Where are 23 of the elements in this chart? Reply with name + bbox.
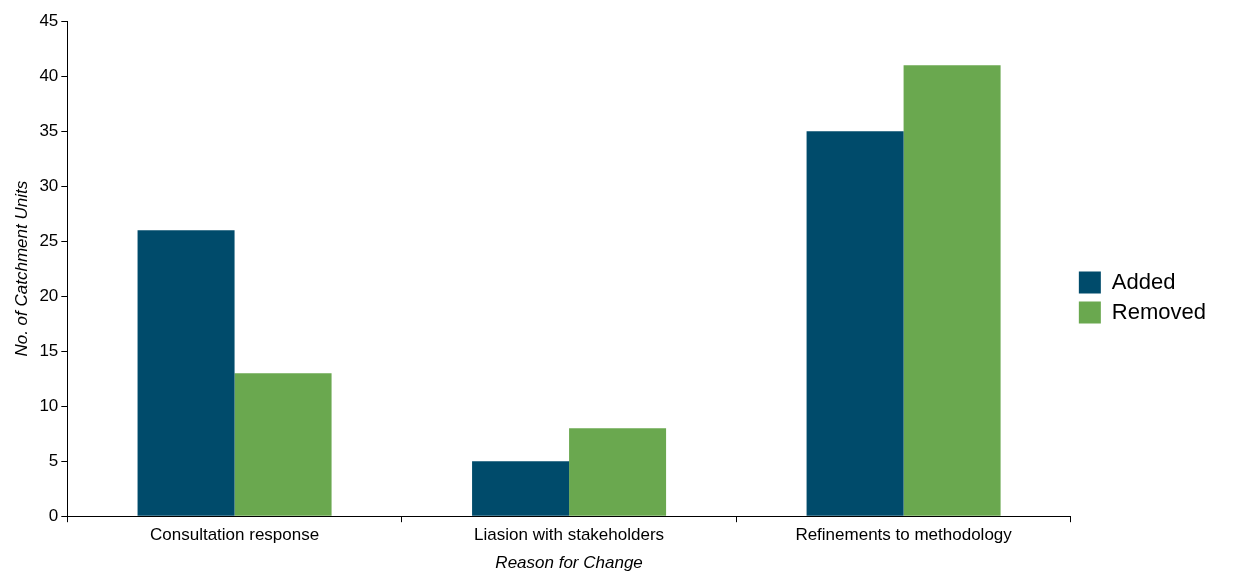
x-tick-label: Consultation response	[149, 525, 320, 545]
y-tick-label: 5	[48, 450, 59, 470]
bar	[137, 230, 235, 516]
bar	[234, 373, 332, 516]
y-tick-label: 25	[39, 230, 59, 250]
y-axis-title: No. of Catchment Units	[11, 180, 31, 357]
y-tick-label: 15	[39, 340, 59, 360]
bar	[806, 131, 904, 516]
bar	[903, 65, 1001, 516]
bar	[569, 428, 667, 516]
y-tick-label: 45	[39, 10, 59, 30]
bar	[472, 461, 570, 516]
x-tick-label: Liasion with stakeholders	[474, 525, 665, 545]
y-tick-label: 10	[39, 395, 59, 415]
y-tick-label: 35	[39, 120, 59, 140]
x-axis-title: Reason for Change	[495, 552, 643, 572]
y-tick-label: 0	[48, 505, 59, 525]
legend-label: Added	[1111, 268, 1176, 294]
y-tick-label: 30	[39, 175, 59, 195]
y-tick-label: 40	[39, 65, 59, 85]
y-tick-label: 20	[39, 285, 59, 305]
legend-label: Removed	[1111, 298, 1206, 324]
x-tick-label: Refinements to methodology	[795, 525, 1013, 545]
